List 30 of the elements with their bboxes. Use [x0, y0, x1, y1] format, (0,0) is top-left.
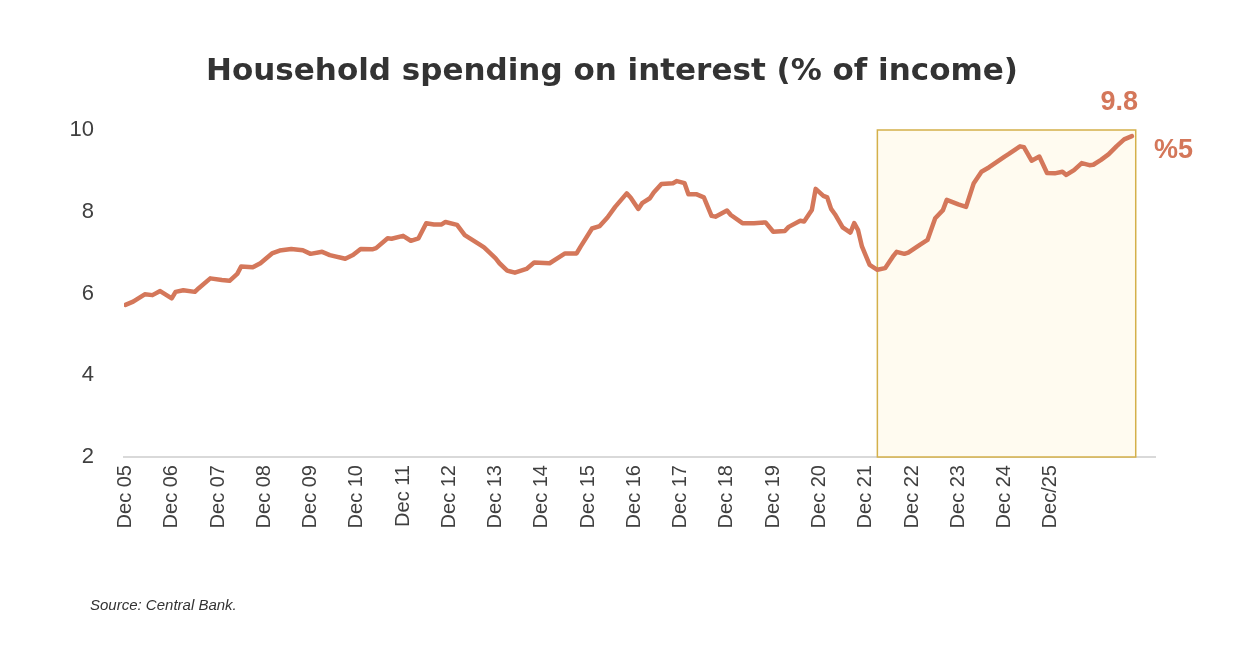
x-tick-label: Dec 17 — [668, 465, 691, 529]
x-tick-label: Dec 15 — [575, 465, 598, 529]
x-tick-label: Dec 20 — [807, 465, 830, 529]
x-tick-label: Dec 05 — [112, 465, 135, 529]
x-tick-label: Dec 24 — [992, 465, 1015, 529]
x-tick-label: Dec 22 — [899, 465, 922, 529]
source-note: Source: Central Bank. — [90, 596, 237, 614]
x-tick-label: Dec 14 — [529, 465, 552, 529]
x-tick-label: Dec 08 — [251, 465, 274, 529]
y-tick-label: 4 — [81, 361, 94, 387]
x-tick-label: Dec 06 — [159, 465, 182, 529]
x-tick-label: Dec 21 — [853, 465, 876, 529]
x-tick-label: Dec 13 — [483, 465, 506, 529]
x-tick-label: Dec 12 — [436, 465, 459, 529]
x-tick-label: Dec 11 — [390, 465, 413, 527]
x-tick-label: Dec 09 — [298, 465, 321, 529]
y-tick-label: 8 — [81, 197, 94, 223]
x-tick-label: Dec 16 — [621, 465, 644, 529]
text: 9.8 — [1100, 86, 1138, 117]
y-tick-label: 2 — [81, 443, 94, 469]
annotation: %5 — [1153, 134, 1193, 165]
x-tick-label: Dec 23 — [945, 465, 968, 529]
y-tick-label: 6 — [81, 279, 94, 305]
x-tick-label: Dec 18 — [714, 465, 737, 529]
chart-title: Household spending on interest (% of income) — [206, 51, 1018, 88]
y-tick-label: 10 — [69, 116, 94, 142]
x-tick-label: Dec 19 — [760, 465, 783, 529]
x-tick-label: Dec 07 — [205, 465, 228, 529]
x-tick-label: Dec 10 — [344, 465, 367, 529]
x-tick-label: Dec/25 — [1038, 465, 1061, 529]
